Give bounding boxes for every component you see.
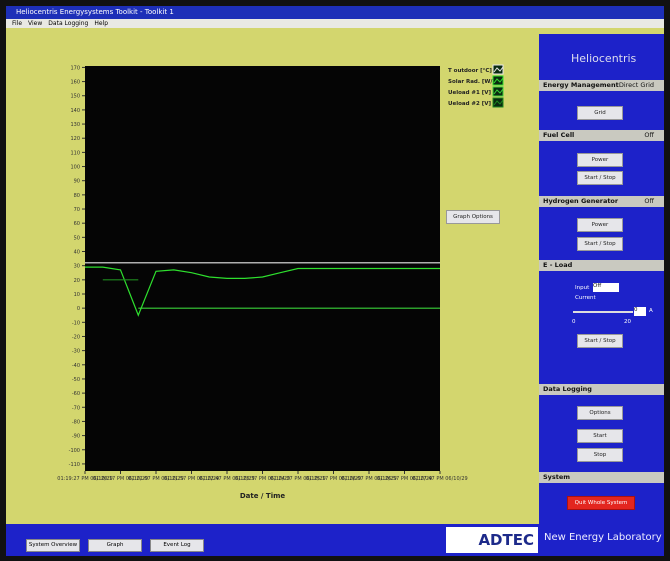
- status: Off: [644, 196, 654, 207]
- graph: -110-100-90-80-70-60-50-40-30-20-1001020…: [6, 28, 536, 524]
- current-label: Current: [575, 295, 596, 301]
- button[interactable]: Power: [577, 153, 623, 167]
- y-tick-label: 80: [74, 193, 80, 199]
- section-title: System: [543, 473, 570, 481]
- screen: Heliocentris Energysystems Toolkit - Too…: [6, 6, 664, 556]
- input-select[interactable]: Off: [593, 283, 619, 292]
- slider[interactable]: [573, 311, 633, 313]
- y-tick-label: -90: [72, 434, 80, 440]
- y-tick-label: -40: [72, 363, 80, 369]
- menu-item[interactable]: Data Logging: [48, 20, 88, 27]
- logo: ADTEC: [446, 527, 538, 553]
- quit-button[interactable]: Quit Whole System: [567, 496, 635, 510]
- y-tick-label: -20: [72, 334, 80, 340]
- y-tick-label: 130: [70, 122, 80, 128]
- slider-max: 20: [624, 319, 631, 325]
- y-tick-label: 150: [70, 94, 80, 100]
- button[interactable]: Start / Stop: [577, 237, 623, 251]
- button[interactable]: Start / Stop: [577, 171, 623, 185]
- y-tick-label: 110: [70, 150, 80, 156]
- slider-min: 0: [572, 319, 576, 325]
- y-tick-label: 140: [70, 108, 80, 114]
- title-bar: Heliocentris Energysystems Toolkit - Too…: [6, 6, 664, 19]
- y-tick-label: 10: [74, 292, 80, 298]
- y-tick-label: 40: [74, 250, 80, 256]
- section-title: Fuel Cell: [543, 131, 574, 139]
- y-tick-label: -100: [69, 448, 80, 454]
- legend-label: Ueload #2 [V]: [448, 101, 492, 107]
- section-header: Fuel Cell Off: [539, 130, 664, 141]
- brand: Heliocentris: [571, 52, 636, 65]
- legend-label: Ueload #1 [V]: [448, 90, 492, 96]
- button[interactable]: Start / Stop: [577, 334, 623, 348]
- y-tick-label: 100: [70, 165, 80, 171]
- section-header: E - Load: [539, 260, 664, 271]
- lab-name: New Energy Laboratory: [544, 532, 662, 543]
- y-tick-label: -110: [69, 462, 80, 468]
- y-tick-label: 70: [74, 207, 80, 213]
- y-tick-label: 30: [74, 264, 80, 270]
- menu-item[interactable]: View: [28, 20, 42, 27]
- y-tick-label: 120: [70, 136, 80, 142]
- y-tick-label: 0: [77, 306, 80, 312]
- y-tick-label: -80: [72, 419, 80, 425]
- current-value[interactable]: 0: [634, 307, 646, 316]
- y-tick-label: 160: [70, 80, 80, 86]
- y-tick-label: -10: [72, 320, 80, 326]
- y-tick-label: 60: [74, 221, 80, 227]
- tab[interactable]: Event Log: [150, 539, 204, 552]
- menu-bar: File View Data Logging Help: [6, 19, 664, 28]
- y-tick-label: 90: [74, 179, 80, 185]
- button[interactable]: Grid: [577, 106, 623, 120]
- button[interactable]: Options: [577, 406, 623, 420]
- section-title: Hydrogen Generator: [543, 197, 618, 205]
- y-tick-label: -60: [72, 391, 80, 397]
- button[interactable]: Stop: [577, 448, 623, 462]
- section-title: Energy Management: [543, 81, 619, 89]
- y-tick-label: -70: [72, 405, 80, 411]
- menu-item[interactable]: Help: [94, 20, 108, 27]
- status: Direct Grid: [619, 80, 654, 91]
- y-tick-label: 50: [74, 235, 80, 241]
- unit: A: [649, 308, 653, 314]
- section-header: Data Logging: [539, 384, 664, 395]
- y-tick-label: -50: [72, 377, 80, 383]
- input-label: Input: [575, 285, 589, 291]
- x-axis-label: Date / Time: [240, 492, 286, 500]
- button[interactable]: Start: [577, 429, 623, 443]
- x-tick-label: 01:27:47 PM 06/10/29: [412, 476, 467, 482]
- menu-item[interactable]: File: [12, 20, 22, 27]
- button[interactable]: Power: [577, 218, 623, 232]
- tab[interactable]: Graph: [88, 539, 142, 552]
- section-title: E - Load: [543, 261, 572, 269]
- section-header: Hydrogen Generator Off: [539, 196, 664, 207]
- graph-options-button[interactable]: Graph Options: [446, 210, 500, 224]
- bottom-bar: System Overview Graph Event Log ADTEC Ne…: [6, 524, 664, 556]
- page: {"window":{"title":"Heliocentris Energys…: [0, 0, 670, 561]
- legend-label: T outdoor [°C]: [448, 68, 492, 74]
- status: Off: [644, 130, 654, 141]
- y-tick-label: -30: [72, 349, 80, 355]
- section-header: System: [539, 472, 664, 483]
- y-tick-label: 170: [70, 65, 80, 71]
- y-tick-label: 20: [74, 278, 80, 284]
- section-title: Data Logging: [543, 385, 592, 393]
- tab[interactable]: System Overview: [26, 539, 80, 552]
